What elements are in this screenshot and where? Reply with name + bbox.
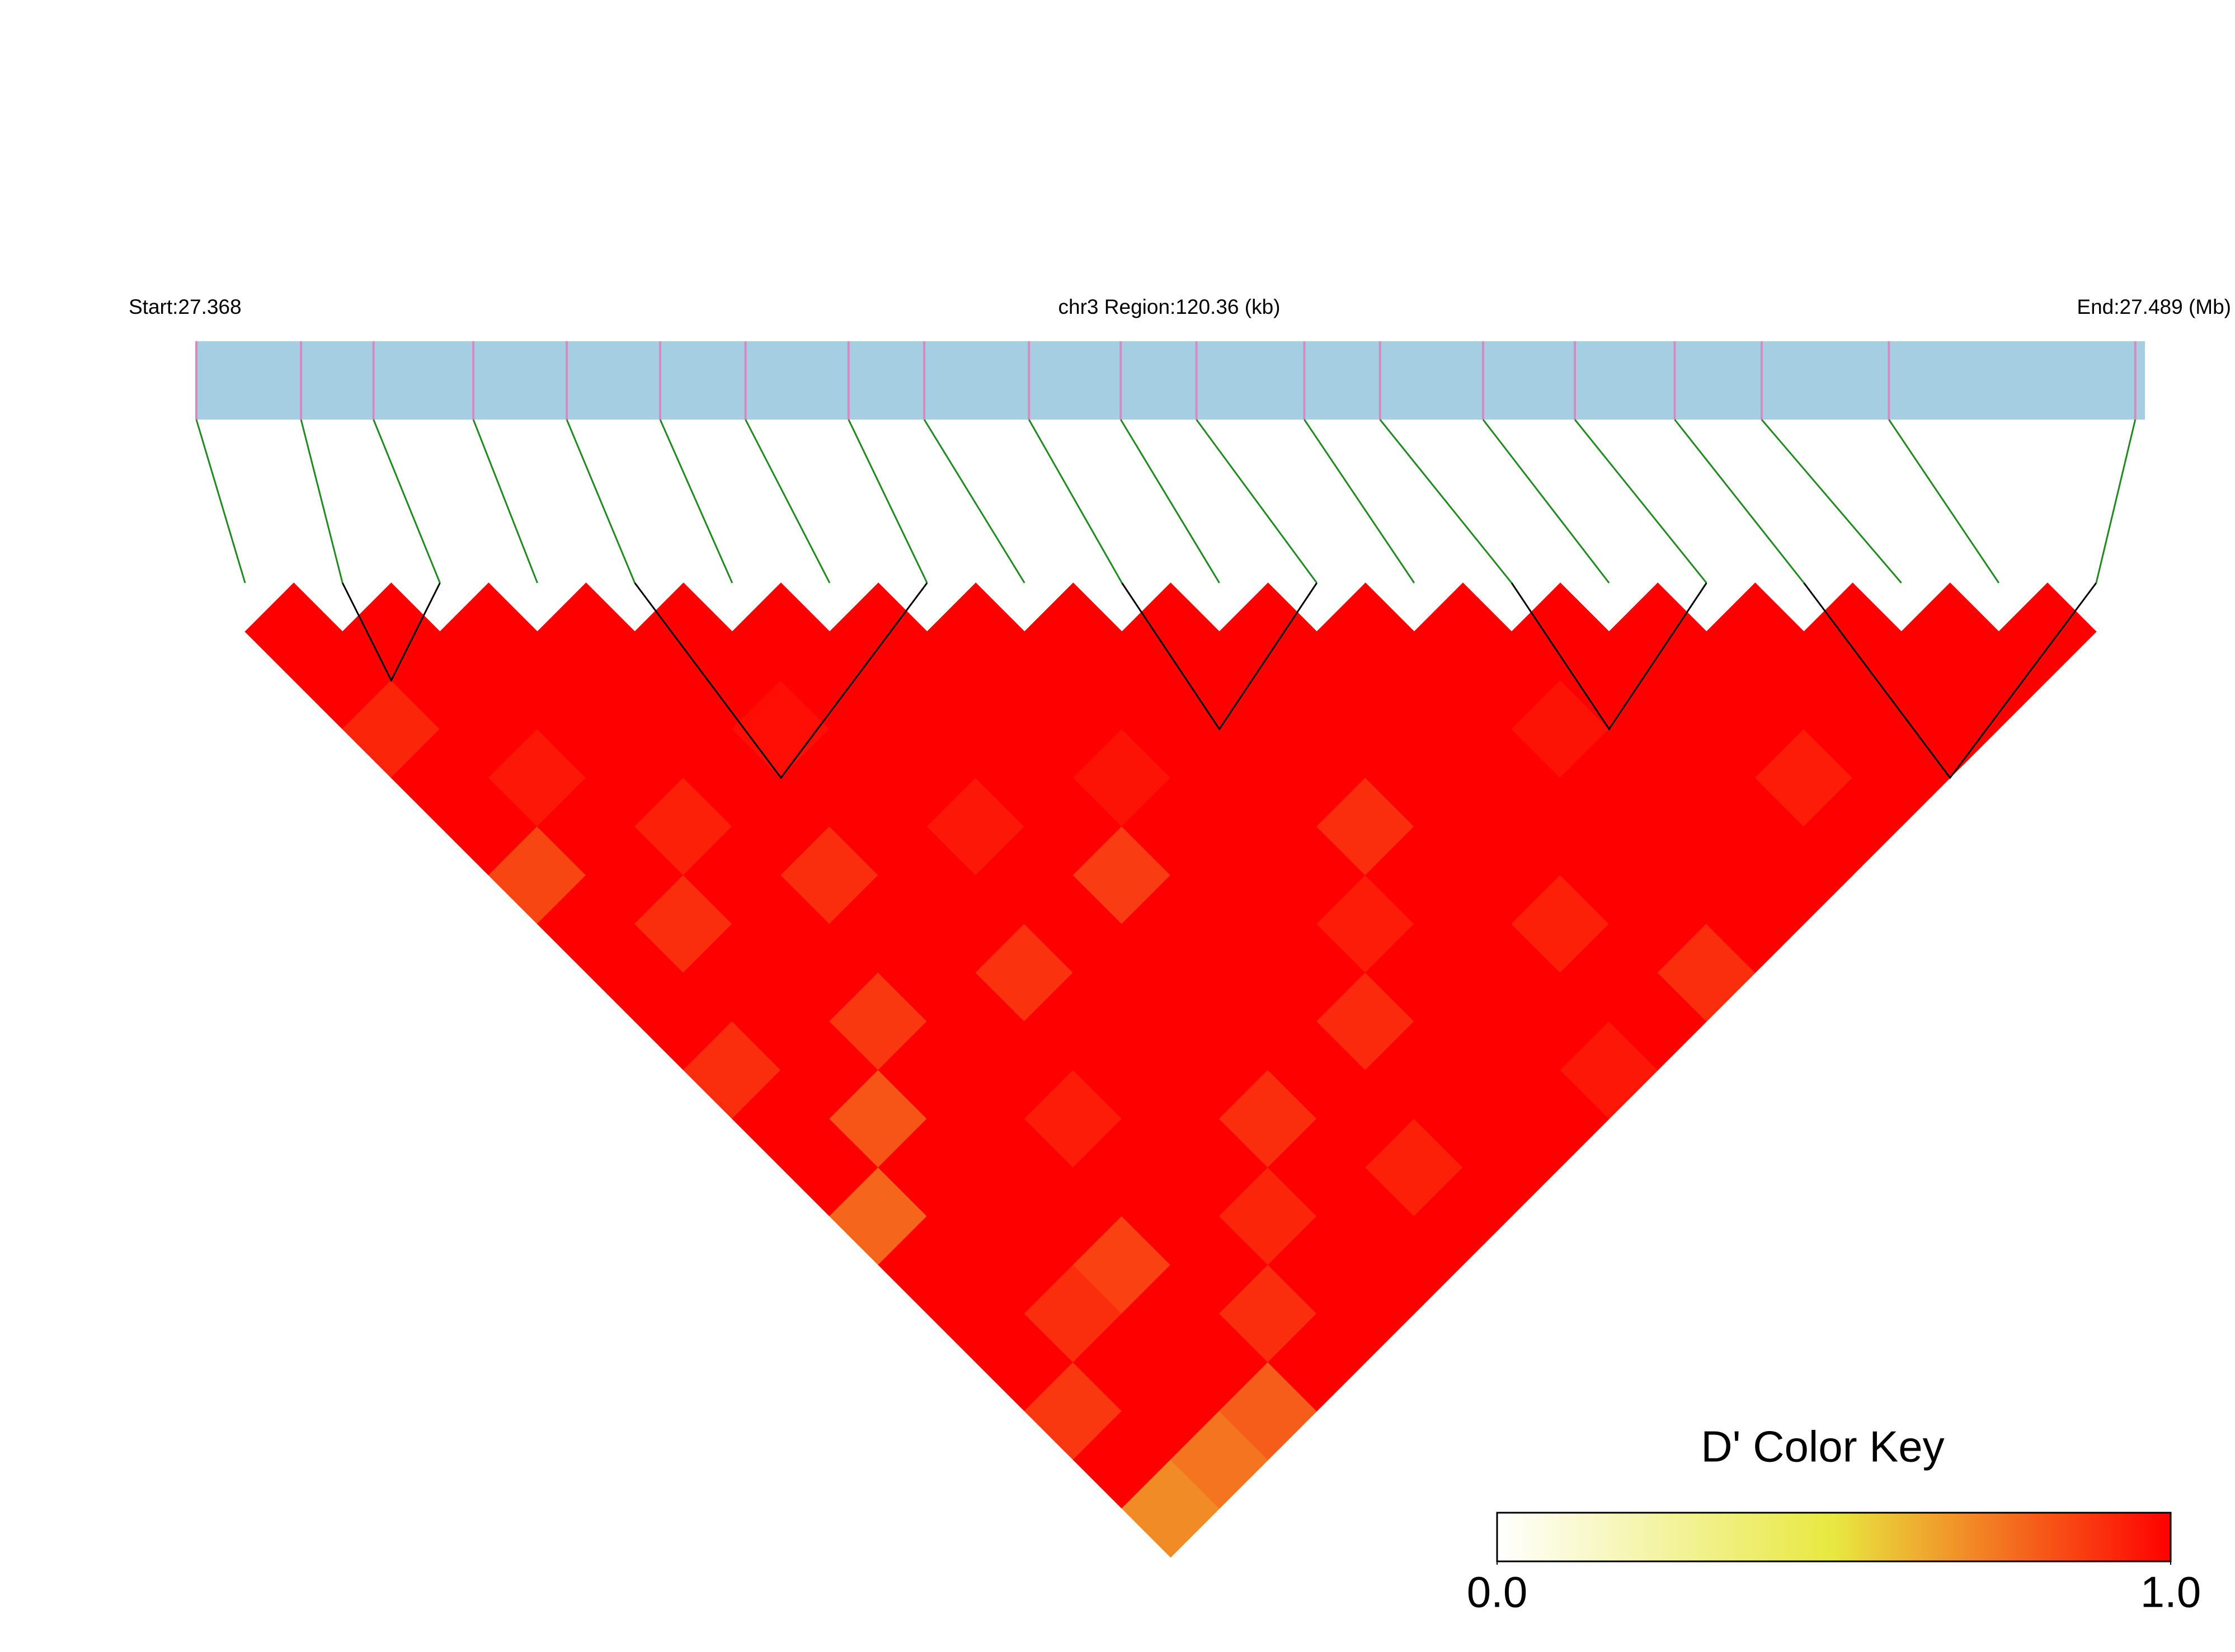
snp-link — [659, 419, 733, 583]
end-label: End:27.489 (Mb) — [2077, 295, 2231, 318]
snp-link — [1888, 419, 2000, 583]
ld-block — [1511, 582, 1707, 731]
region-label: chr3 Region:120.36 (kb) — [1058, 295, 1281, 318]
snp-link — [2095, 419, 2137, 583]
snp-link — [1379, 419, 1513, 583]
color-key-tick-label: 0.0 — [1467, 1568, 1527, 1617]
snp-link — [195, 419, 246, 583]
start-label: Start:27.368 — [129, 295, 242, 318]
snp-link — [1482, 419, 1610, 583]
snp-link — [1196, 419, 1318, 583]
ld-block — [634, 582, 928, 779]
snp-link — [1119, 419, 1220, 583]
snp-link — [566, 419, 636, 583]
snp-link — [1674, 419, 1805, 583]
snp-link — [373, 419, 441, 583]
snp-link — [923, 419, 1025, 583]
snp-band — [196, 341, 2145, 420]
snp-link — [1304, 419, 1415, 583]
snp-link — [848, 419, 928, 583]
snp-link — [745, 419, 831, 583]
ld-block — [1803, 582, 2097, 779]
ld-block — [1121, 582, 1318, 731]
snp-link — [1761, 419, 1902, 583]
color-key-title: D' Color Key — [1701, 1422, 1944, 1471]
snp-link — [472, 419, 538, 583]
snp-link — [1574, 419, 1707, 583]
ld-cell — [1998, 582, 2097, 681]
snp-link — [300, 419, 344, 583]
color-key-tick-label: 1.0 — [2140, 1568, 2201, 1617]
snp-link — [1028, 419, 1123, 583]
color-key-bar — [1496, 1512, 2172, 1562]
ld-block — [341, 582, 441, 683]
